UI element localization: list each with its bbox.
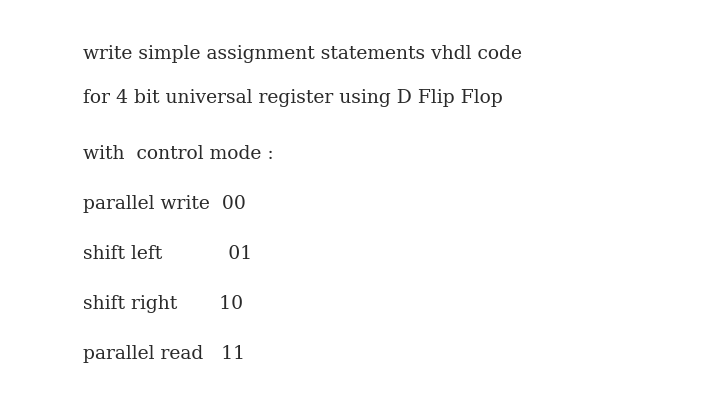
Text: for 4 bit universal register using D Flip Flop: for 4 bit universal register using D Fli…: [83, 89, 503, 107]
Text: shift left           01: shift left 01: [83, 245, 252, 263]
Text: write simple assignment statements vhdl code: write simple assignment statements vhdl …: [83, 45, 521, 63]
Text: parallel write  00: parallel write 00: [83, 195, 246, 213]
Text: shift right       10: shift right 10: [83, 295, 243, 313]
Text: parallel read   11: parallel read 11: [83, 345, 245, 363]
Text: with  control mode :: with control mode :: [83, 145, 273, 163]
